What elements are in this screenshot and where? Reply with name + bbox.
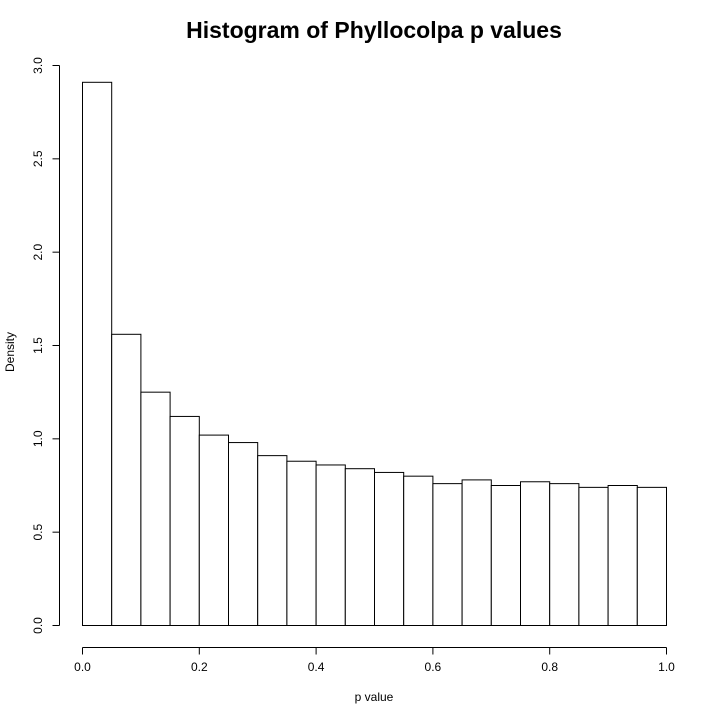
histogram-bar xyxy=(82,81,113,627)
histogram-bar xyxy=(111,333,142,626)
y-axis: 0.0 0.5 1.0 1.5 2.0 2.5 3.0 xyxy=(31,57,60,634)
y-tick-label: 0.0 xyxy=(31,617,45,634)
y-tick-label: 2.5 xyxy=(31,150,45,167)
y-tick-label: 3.0 xyxy=(31,57,45,74)
histogram-bar xyxy=(198,434,230,626)
histogram-bar xyxy=(257,455,288,626)
chart-title: Histogram of Phyllocolpa p values xyxy=(186,17,562,43)
x-tick-label: 0.8 xyxy=(541,660,558,674)
x-tick-label: 0.4 xyxy=(308,660,325,674)
histogram-bar xyxy=(374,471,405,626)
histogram-bar xyxy=(490,485,521,626)
histogram-bar xyxy=(461,479,492,626)
histogram-bar xyxy=(228,442,259,627)
histogram-bar xyxy=(169,415,200,626)
x-axis-label: p value xyxy=(355,690,394,704)
histogram-bar xyxy=(549,483,580,626)
y-tick-label: 2.0 xyxy=(31,244,45,261)
histogram-bar xyxy=(432,483,463,626)
x-tick-label: 0.2 xyxy=(191,660,208,674)
histogram-bar xyxy=(140,391,171,626)
histogram-bar xyxy=(286,460,317,626)
histogram-bar xyxy=(344,468,375,627)
histogram-bar xyxy=(636,486,667,626)
bars-group xyxy=(82,81,667,627)
histogram-bar xyxy=(315,464,346,627)
x-tick-label: 0.6 xyxy=(425,660,442,674)
x-tick-label: 0.0 xyxy=(74,660,91,674)
histogram-bar xyxy=(520,481,551,626)
y-tick-label: 1.0 xyxy=(31,430,45,447)
y-tick-label: 1.5 xyxy=(31,337,45,354)
histogram-bar xyxy=(607,485,638,626)
histogram-bar xyxy=(403,475,434,626)
x-axis: 0.0 0.2 0.4 0.6 0.8 1.0 xyxy=(74,647,675,674)
y-tick-label: 0.5 xyxy=(31,524,45,541)
histogram-bar xyxy=(578,486,609,626)
y-axis-label: Density xyxy=(3,332,17,372)
x-tick-label: 1.0 xyxy=(658,660,675,674)
